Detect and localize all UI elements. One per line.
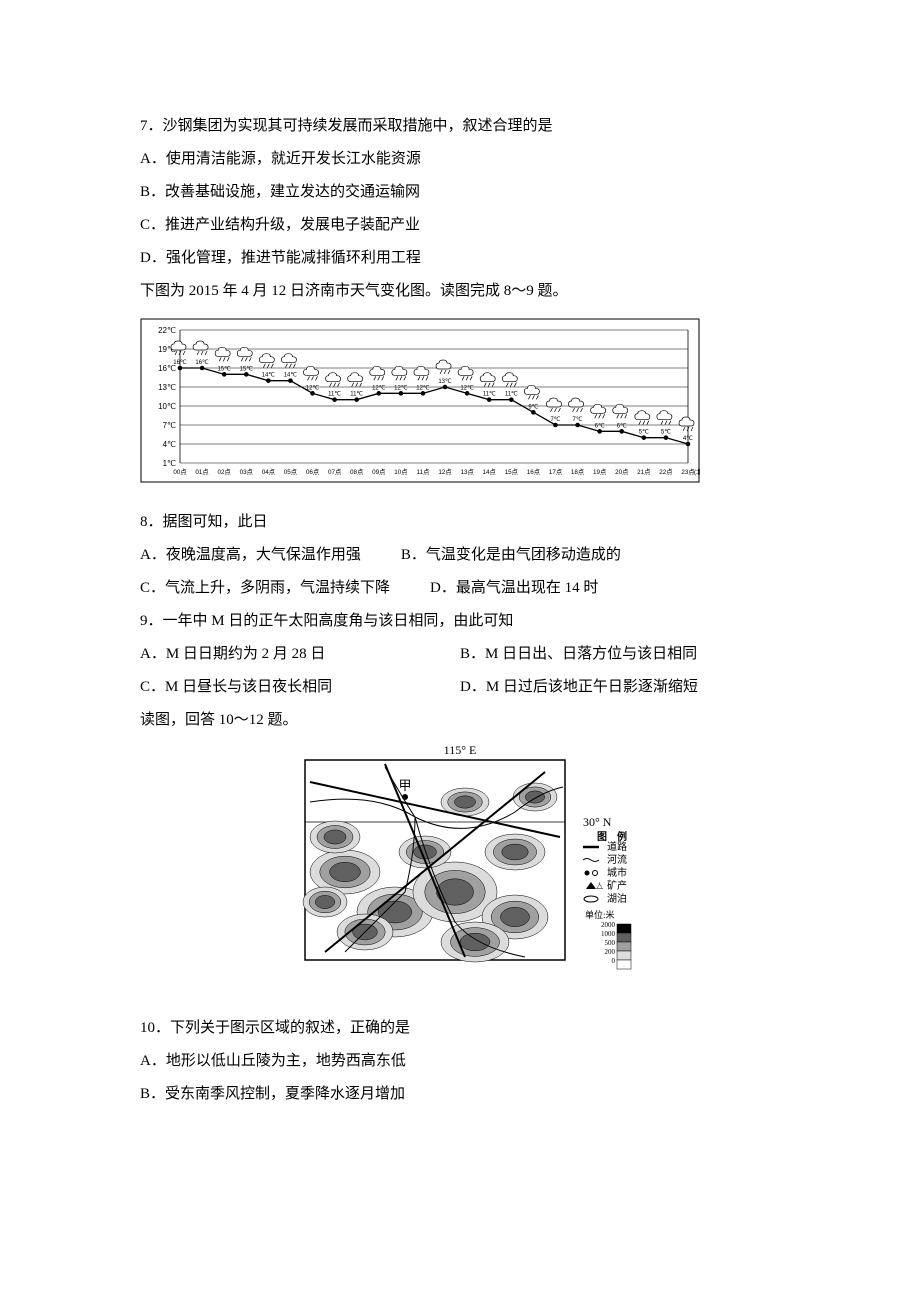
svg-text:13点: 13点: [460, 468, 473, 476]
region-map: 115° E 30° N 甲 图 例 道路河流城市⧊矿产湖泊 单位:米 2000…: [265, 742, 655, 982]
svg-text:10点: 10点: [394, 468, 407, 476]
svg-text:200: 200: [605, 948, 616, 956]
svg-text:09点: 09点: [372, 468, 385, 476]
q10-option-b: B．受东南季风控制，夏季降水逐月增加: [140, 1078, 780, 1111]
svg-text:18点: 18点: [571, 468, 584, 476]
svg-text:15℃: 15℃: [217, 366, 231, 372]
svg-text:16℃: 16℃: [195, 360, 209, 366]
svg-text:11点: 11点: [417, 468, 430, 476]
svg-text:12℃: 12℃: [306, 385, 320, 391]
svg-text:河流: 河流: [607, 853, 627, 866]
svg-text:(北京时间): (北京时间): [694, 467, 700, 476]
svg-text:⧊: ⧊: [596, 882, 603, 891]
svg-text:12℃: 12℃: [416, 385, 430, 391]
q8-option-a: A．夜晚温度高，大气保温作用强: [140, 539, 361, 572]
svg-text:02点: 02点: [218, 468, 231, 476]
svg-text:03点: 03点: [240, 468, 253, 476]
svg-text:19点: 19点: [593, 468, 606, 476]
elev-unit: 单位:米: [585, 909, 615, 920]
svg-text:矿产: 矿产: [607, 879, 627, 892]
svg-text:500: 500: [605, 939, 616, 947]
svg-text:0: 0: [612, 957, 616, 965]
svg-text:20点: 20点: [615, 468, 628, 476]
svg-text:11℃: 11℃: [350, 392, 363, 398]
svg-text:14℃: 14℃: [284, 373, 298, 379]
svg-text:11℃: 11℃: [328, 392, 341, 398]
svg-text:11℃: 11℃: [483, 392, 496, 398]
q10-stem: 10．下列关于图示区域的叙述，正确的是: [140, 1012, 780, 1045]
longitude-label: 115° E: [444, 743, 477, 757]
svg-text:08点: 08点: [350, 468, 363, 476]
svg-text:5℃: 5℃: [639, 430, 649, 436]
q7-option-d: D．强化管理，推进节能减排循环利用工程: [140, 242, 780, 275]
q8-stem: 8．据图可知，此日: [140, 506, 780, 539]
q7-stem: 7．沙钢集团为实现其可持续发展而采取措施中，叙述合理的是: [140, 110, 780, 143]
weather-chart: 1℃4℃7℃10℃13℃16℃19℃22℃ 00点01点02点03点04点05点…: [140, 318, 700, 483]
svg-text:12℃: 12℃: [460, 385, 474, 391]
q7-option-a: A．使用清洁能源，就近开发长江水能资源: [140, 143, 780, 176]
svg-text:04点: 04点: [262, 468, 275, 476]
svg-text:23点: 23点: [681, 468, 694, 476]
svg-text:07点: 07点: [328, 468, 341, 476]
q7-option-c: C．推进产业结构升级，发展电子装配产业: [140, 209, 780, 242]
q8-option-d: D．最高气温出现在 14 时: [430, 572, 598, 605]
svg-text:05点: 05点: [284, 468, 297, 476]
q10-option-a: A．地形以低山丘陵为主，地势西高东低: [140, 1045, 780, 1078]
svg-text:10℃: 10℃: [158, 402, 176, 411]
svg-text:21点: 21点: [637, 468, 650, 476]
q9-option-b: B．M 日日出、日落方位与该日相同: [460, 638, 697, 671]
svg-text:15点: 15点: [505, 468, 518, 476]
svg-text:13℃: 13℃: [158, 383, 176, 392]
svg-text:12点: 12点: [438, 468, 451, 476]
svg-text:01点: 01点: [195, 468, 208, 476]
svg-text:15℃: 15℃: [240, 366, 254, 372]
svg-text:5℃: 5℃: [661, 430, 671, 436]
svg-text:13℃: 13℃: [438, 379, 452, 385]
svg-text:11℃: 11℃: [505, 392, 518, 398]
svg-text:7℃: 7℃: [573, 417, 583, 423]
q8-option-c: C．气流上升，多阴雨，气温持续下降: [140, 572, 390, 605]
svg-text:1000: 1000: [601, 930, 616, 938]
city-jia-label: 甲: [398, 778, 411, 793]
svg-text:7℃: 7℃: [550, 417, 560, 423]
latitude-label: 30° N: [583, 815, 612, 829]
svg-text:4℃: 4℃: [163, 440, 176, 449]
svg-text:22点: 22点: [659, 468, 672, 476]
svg-text:道路: 道路: [607, 840, 627, 853]
svg-text:6℃: 6℃: [595, 423, 605, 429]
svg-text:00点: 00点: [173, 468, 186, 476]
svg-text:9℃: 9℃: [528, 404, 538, 410]
svg-text:14点: 14点: [483, 468, 496, 476]
svg-text:4℃: 4℃: [683, 436, 693, 442]
svg-text:16℃: 16℃: [173, 360, 187, 366]
svg-text:12℃: 12℃: [394, 385, 408, 391]
q9-option-a: A．M 日日期约为 2 月 28 日: [140, 638, 420, 671]
svg-text:17点: 17点: [549, 468, 562, 476]
svg-text:22℃: 22℃: [158, 326, 176, 335]
q9-stem: 9．一年中 M 日的正午太阳高度角与该日相同，由此可知: [140, 605, 780, 638]
svg-text:7℃: 7℃: [163, 421, 176, 430]
svg-text:6℃: 6℃: [617, 423, 627, 429]
svg-text:14℃: 14℃: [262, 373, 276, 379]
q9-option-c: C．M 日昼长与该日夜长相同: [140, 671, 420, 704]
svg-text:06点: 06点: [306, 468, 319, 476]
svg-text:2000: 2000: [601, 921, 616, 929]
map-intro: 读图，回答 10～12 题。: [140, 704, 780, 737]
q7-option-b: B．改善基础设施，建立发达的交通运输网: [140, 176, 780, 209]
svg-text:12℃: 12℃: [372, 385, 386, 391]
svg-text:1℃: 1℃: [163, 459, 176, 468]
svg-text:城市: 城市: [607, 866, 627, 879]
chart-intro: 下图为 2015 年 4 月 12 日济南市天气变化图。读图完成 8～9 题。: [140, 275, 780, 308]
svg-text:16点: 16点: [527, 468, 540, 476]
svg-text:湖泊: 湖泊: [607, 893, 627, 905]
q8-option-b: B．气温变化是由气团移动造成的: [401, 539, 621, 572]
q9-option-d: D．M 日过后该地正午日影逐渐缩短: [460, 671, 698, 704]
